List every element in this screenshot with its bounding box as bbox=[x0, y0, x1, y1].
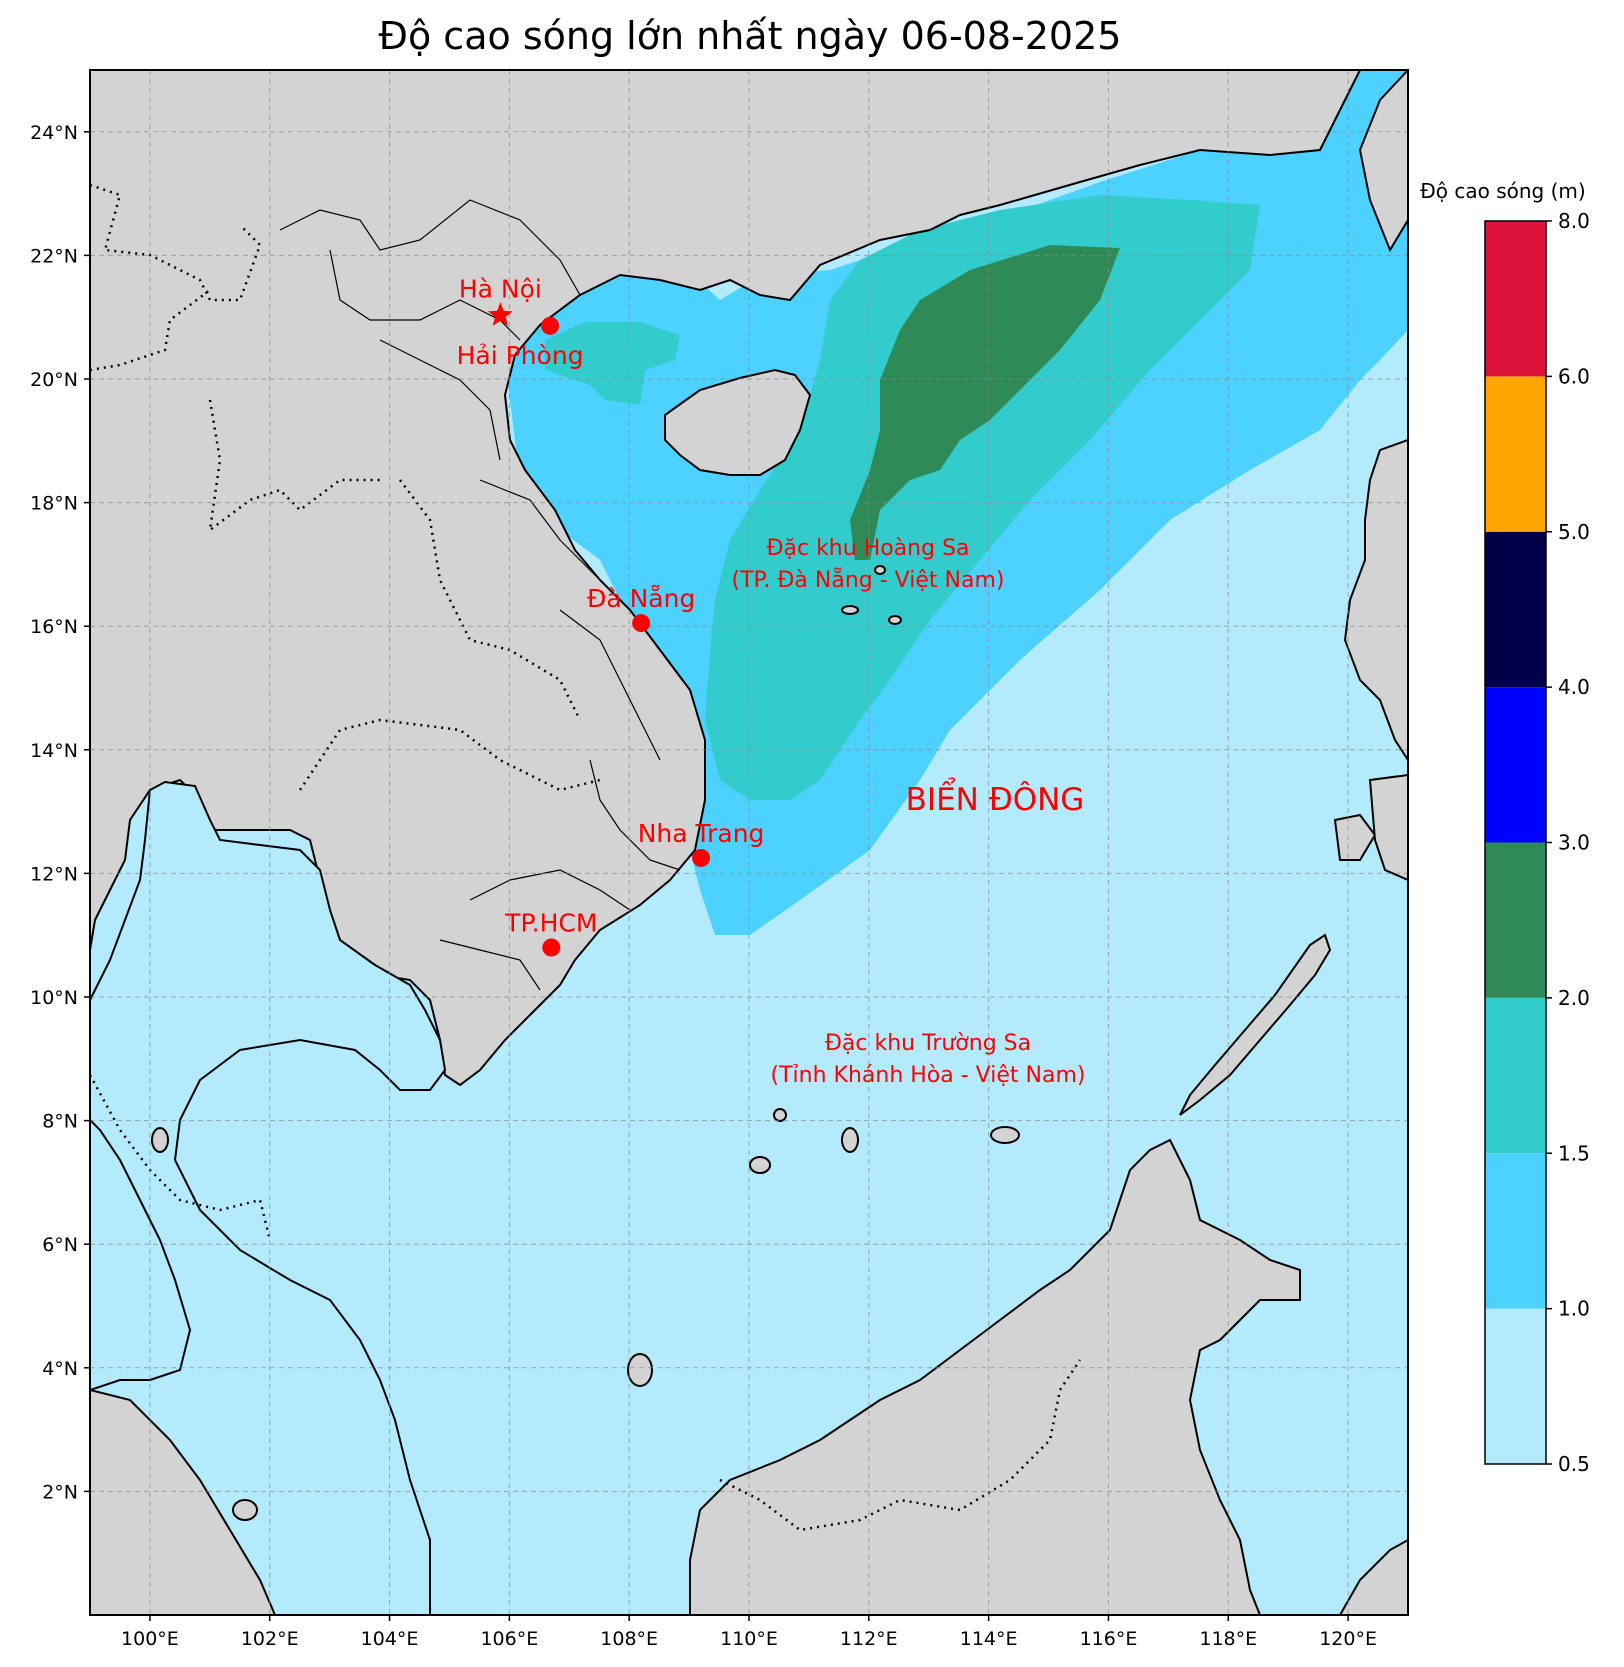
place-label: Hải Phòng bbox=[457, 341, 584, 370]
lon-tick-label: 102°E bbox=[241, 1628, 299, 1650]
place-label: Hà Nội bbox=[459, 274, 542, 303]
truong-sa-label-line1: Đặc khu Trường Sa bbox=[825, 1031, 1031, 1056]
land-hainan bbox=[664, 368, 812, 476]
colorbar-bin bbox=[1485, 1308, 1546, 1464]
lat-tick-label: 14°N bbox=[30, 740, 78, 762]
colorbar-bin bbox=[1485, 687, 1546, 843]
country-borders bbox=[90, 183, 1082, 1532]
lon-tick-label: 106°E bbox=[480, 1628, 538, 1650]
lon-axis: 100°E 102°E 104°E 106°E 108°E 110°E 112°E 114°E… bbox=[121, 1615, 1377, 1650]
lat-axis: 2°N 4°N 6°N 8°N 10°N 12°N 14°N 16°N 18°N 20°N 22°N… bbox=[30, 122, 90, 1503]
lon-tick-label: 104°E bbox=[361, 1628, 419, 1650]
place-label: TP.HCM bbox=[504, 909, 597, 938]
lon-tick-label: 112°E bbox=[840, 1628, 898, 1650]
hoang-sa-label-line2: (TP. Đà Nẵng - Việt Nam) bbox=[732, 567, 1005, 593]
lon-tick-label: 110°E bbox=[720, 1628, 778, 1650]
colorbar: 0.5 1.0 1.5 2.0 3.0 4.0 5.0 6.0 8.0 bbox=[1484, 209, 1590, 1476]
colorbar-tick-label: 6.0 bbox=[1558, 364, 1590, 388]
colorbar-title: Độ cao sóng (m) bbox=[1420, 179, 1585, 203]
place-marker bbox=[632, 614, 651, 633]
lon-tick-label: 116°E bbox=[1080, 1628, 1138, 1650]
land-borneo bbox=[689, 1138, 1301, 1615]
hoang-sa-label-line1: Đặc khu Hoàng Sa bbox=[766, 536, 969, 561]
land-palawan bbox=[1179, 933, 1332, 1116]
lat-tick-label: 8°N bbox=[42, 1111, 78, 1133]
sea-band-1-5-gulf bbox=[545, 322, 680, 405]
lon-tick-label: 114°E bbox=[960, 1628, 1018, 1650]
colorbar-tick-label: 0.5 bbox=[1558, 1452, 1590, 1476]
colorbar-tick-label: 3.0 bbox=[1558, 831, 1590, 855]
lat-tick-label: 22°N bbox=[30, 245, 78, 267]
colorbar-tick-label: 1.0 bbox=[1558, 1297, 1590, 1321]
lat-tick-label: 12°N bbox=[30, 863, 78, 885]
place-marker bbox=[542, 938, 561, 957]
lat-tick-label: 18°N bbox=[30, 493, 78, 515]
place-label: Nha Trang bbox=[638, 819, 765, 848]
land-mindoro bbox=[1333, 813, 1377, 861]
map-title: Độ cao sóng lớn nhất ngày 06-08-2025 bbox=[378, 14, 1122, 58]
lon-tick-label: 108°E bbox=[600, 1628, 658, 1650]
colorbar-tick-label: 2.0 bbox=[1558, 986, 1590, 1010]
land-visayas bbox=[1368, 773, 1408, 882]
gridlines bbox=[90, 70, 1408, 1615]
colorbar-tick-label: 5.0 bbox=[1558, 520, 1590, 544]
land-sumatra bbox=[90, 1388, 277, 1615]
lat-tick-label: 2°N bbox=[42, 1481, 78, 1503]
sea-band-1-5 bbox=[705, 195, 1260, 800]
sea-gulf-thailand bbox=[90, 780, 447, 1615]
map-area bbox=[90, 70, 1408, 1615]
colorbar-bin bbox=[1485, 1153, 1546, 1309]
place-label: Đà Nẵng bbox=[587, 584, 695, 613]
colorbar-bin bbox=[1485, 997, 1546, 1154]
small-islands bbox=[151, 565, 1020, 1521]
truong-sa-label-line2: (Tỉnh Khánh Hòa - Việt Nam) bbox=[771, 1063, 1086, 1088]
colorbar-tick-label: 8.0 bbox=[1558, 209, 1590, 233]
lat-tick-label: 24°N bbox=[30, 122, 78, 144]
lon-tick-label: 120°E bbox=[1319, 1628, 1377, 1650]
lat-tick-label: 20°N bbox=[30, 369, 78, 391]
land-taiwan bbox=[1358, 70, 1408, 253]
colorbar-bin bbox=[1485, 842, 1546, 998]
lon-tick-label: 118°E bbox=[1199, 1628, 1257, 1650]
place-markers: Hà Nội Hải Phòng Đà Nẵng Nha Trang TP.HCM bbox=[457, 274, 765, 957]
colorbar-bin bbox=[1485, 531, 1546, 688]
lat-tick-label: 16°N bbox=[30, 616, 78, 638]
colorbar-tick-label: 4.0 bbox=[1558, 675, 1590, 699]
lat-tick-label: 6°N bbox=[42, 1234, 78, 1256]
lon-tick-label: 100°E bbox=[121, 1628, 179, 1650]
colorbar-bin bbox=[1485, 376, 1546, 532]
place-marker bbox=[692, 848, 711, 867]
place-marker-star bbox=[488, 302, 513, 326]
lat-tick-label: 4°N bbox=[42, 1358, 78, 1380]
land-sulawesi bbox=[1338, 1538, 1408, 1615]
colorbar-bin bbox=[1485, 221, 1546, 377]
sea-band-2-0 bbox=[850, 245, 1120, 560]
lat-tick-label: 10°N bbox=[30, 987, 78, 1009]
place-marker bbox=[541, 316, 560, 335]
bien-dong-label: BIỂN ĐÔNG bbox=[906, 777, 1085, 818]
colorbar-tick-label: 1.5 bbox=[1558, 1141, 1590, 1165]
land-mainland bbox=[90, 70, 1408, 1087]
land-luzon bbox=[1343, 438, 1408, 762]
